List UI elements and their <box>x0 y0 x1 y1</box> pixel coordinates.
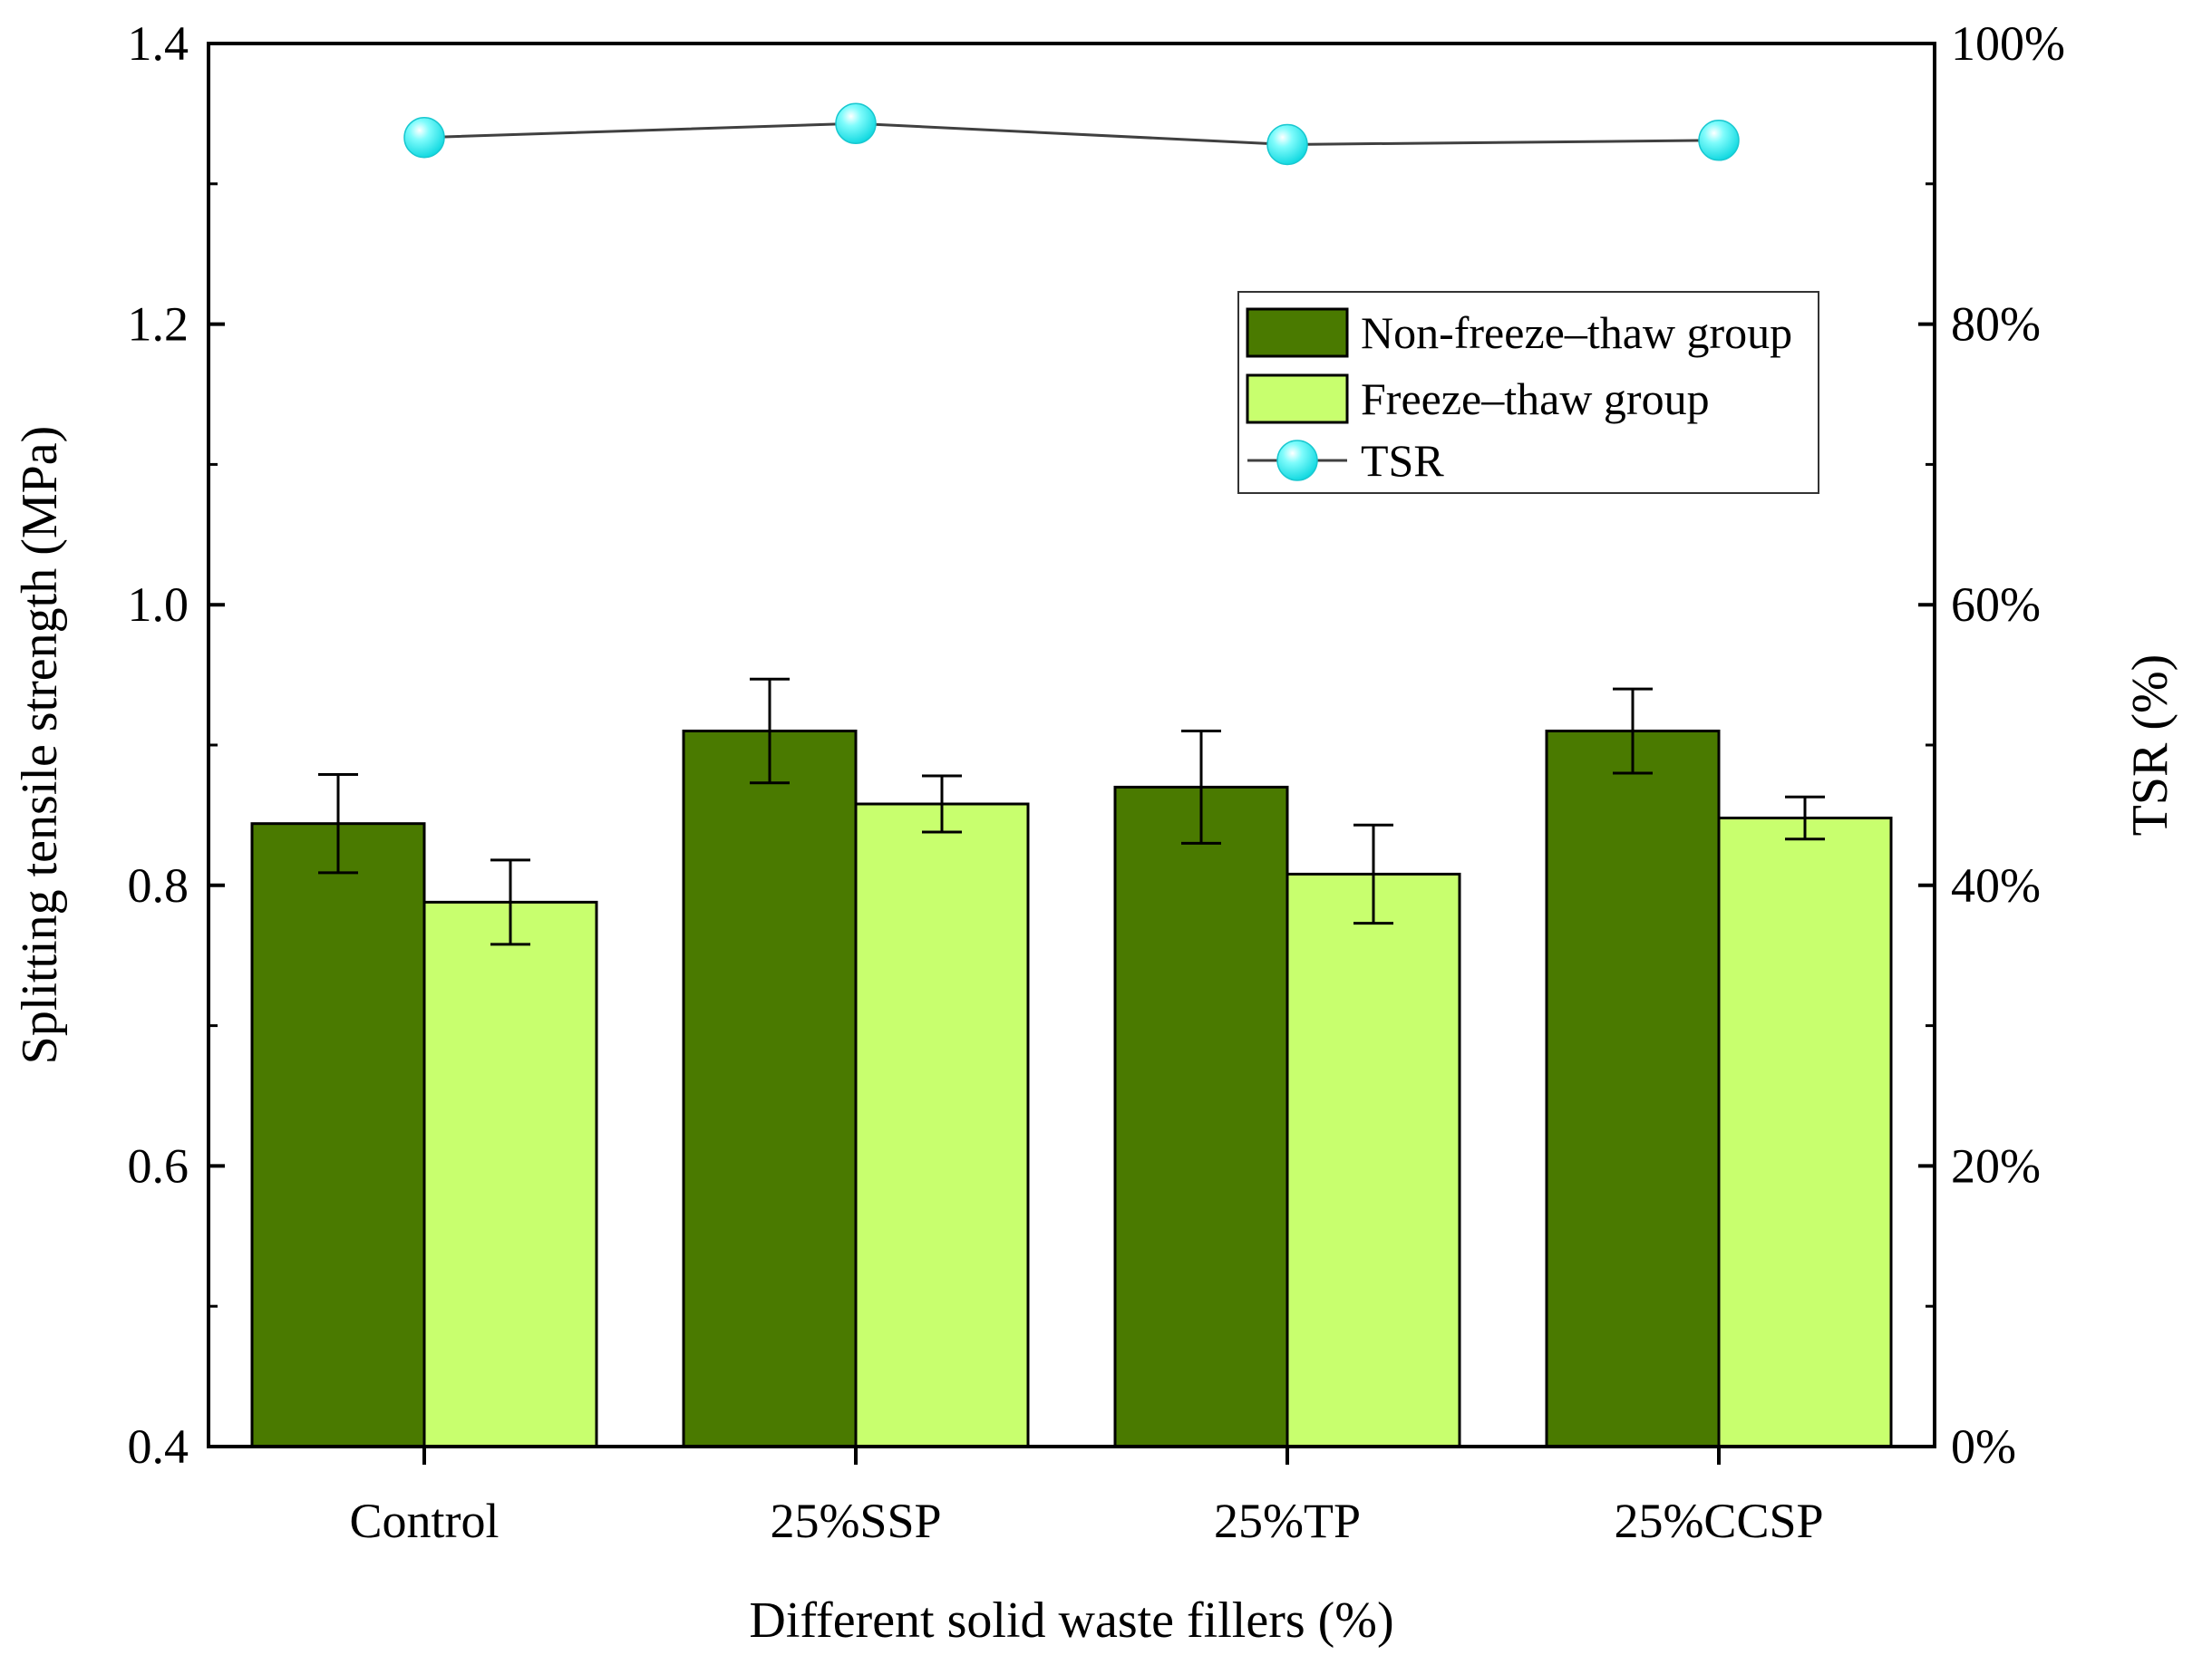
legend-swatch-non-freeze-thaw <box>1246 307 1349 358</box>
right-tick-label: 60% <box>1951 577 2041 632</box>
legend: Non-freeze–thaw group Freeze–thaw group TS… <box>1237 291 1819 494</box>
tsr-point-1 <box>403 116 445 159</box>
x-tick-label: Control <box>349 1494 499 1548</box>
right-tick-label: 80% <box>1951 297 2041 352</box>
legend-label-3: TSR <box>1361 435 1444 486</box>
left-tick-label: 0.8 <box>128 858 189 913</box>
left-axis-ticks: 0.4 0.6 0.8 1.0 1.2 1.4 <box>128 16 225 1474</box>
y-axis-title: Splitting tensile strength (MPa) <box>12 426 68 1065</box>
non-freeze-thaw-bar-3 <box>1113 785 1289 1448</box>
non-freeze-thaw-bar-2 <box>682 730 858 1448</box>
left-tick-label: 1.2 <box>128 297 189 352</box>
legend-label-1: Non-freeze–thaw group <box>1361 307 1792 358</box>
left-tick-label: 1.4 <box>128 16 189 71</box>
tsr-point-2 <box>835 102 877 144</box>
tsr-point-3 <box>1266 123 1308 166</box>
non-freeze-thaw-error-3 <box>1181 730 1221 845</box>
freeze-thaw-error-3 <box>1353 823 1393 925</box>
legend-swatch-tsr-marker <box>1276 440 1318 481</box>
x-tick-label: 25%SSP <box>770 1494 941 1548</box>
tsr-point-4 <box>1698 120 1740 161</box>
freeze-thaw-bar-3 <box>1285 872 1461 1448</box>
freeze-thaw-bar-4 <box>1717 816 1893 1448</box>
freeze-thaw-bar-2 <box>854 802 1030 1448</box>
freeze-thaw-error-2 <box>922 774 962 834</box>
non-freeze-thaw-bar-4 <box>1545 730 1721 1448</box>
right-axis-ticks: 0% 20% 40% 60% 80% 100% <box>1918 16 2065 1474</box>
tsr-line-layer <box>403 102 1740 166</box>
right-tick-label: 40% <box>1951 858 2041 913</box>
freeze-thaw-bar-1 <box>422 900 598 1448</box>
errorbars-layer <box>318 677 1825 946</box>
y2-axis-title: TSR (%) <box>2122 654 2178 837</box>
non-freeze-thaw-error-2 <box>750 677 790 785</box>
bars-layer <box>250 730 1893 1448</box>
tsr-line <box>423 121 1720 146</box>
right-tick-label: 0% <box>1951 1419 2016 1474</box>
non-freeze-thaw-error-4 <box>1613 687 1653 775</box>
non-freeze-thaw-bar-1 <box>250 822 426 1448</box>
legend-swatch-freeze-thaw <box>1246 373 1349 424</box>
right-tick-label: 20% <box>1951 1138 2041 1193</box>
legend-label-2: Freeze–thaw group <box>1361 373 1710 424</box>
x-tick-label: 25%CCSP <box>1614 1494 1823 1548</box>
left-tick-label: 0.4 <box>128 1419 189 1474</box>
x-axis-ticks: Control 25%SSP 25%TP 25%CCSP <box>349 1447 1824 1548</box>
left-tick-label: 1.0 <box>128 577 189 632</box>
non-freeze-thaw-error-1 <box>318 773 358 875</box>
left-tick-label: 0.6 <box>128 1138 189 1193</box>
x-tick-label: 25%TP <box>1214 1494 1361 1548</box>
right-tick-label: 100% <box>1951 16 2065 71</box>
x-axis-title: Different solid waste fillers (%) <box>749 1592 1393 1649</box>
freeze-thaw-error-4 <box>1785 795 1825 841</box>
freeze-thaw-error-1 <box>490 858 530 946</box>
